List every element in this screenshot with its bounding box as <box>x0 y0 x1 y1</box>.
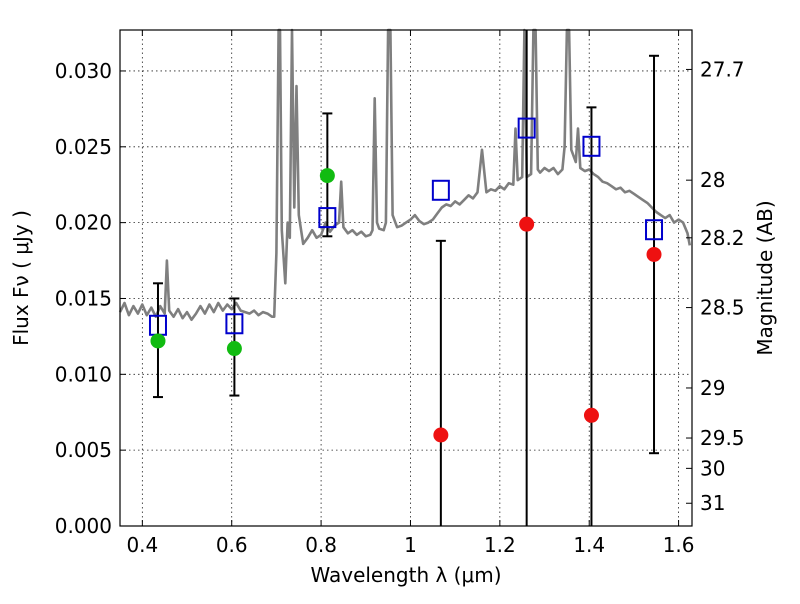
model-band-marker <box>645 219 664 241</box>
x-axis-label: Wavelength λ (μm) <box>310 563 501 587</box>
x-tick-label: 0.4 <box>126 533 158 557</box>
model-band-marker <box>517 117 536 139</box>
data-point <box>319 168 335 184</box>
x-tick-label: 0.8 <box>305 533 337 557</box>
right-tick-label: 28 <box>700 168 725 192</box>
y-tick-label: 0.020 <box>55 211 112 235</box>
y-tick-label: 0.030 <box>55 59 112 83</box>
axis-ticks: 0.4 0.6 0.8 1 1.2 1.4 1.6 0.000 0.005 0.010 0.015 0… <box>55 30 745 557</box>
y-tick-label: 0.005 <box>55 438 112 462</box>
model-band-marker <box>431 179 450 201</box>
right-tick-label: 30 <box>700 456 725 480</box>
model-band-marker <box>582 135 601 157</box>
error-bars <box>152 30 660 526</box>
observed-points <box>150 168 662 443</box>
y-tick-label: 0.000 <box>55 514 112 538</box>
x-tick-label: 0.6 <box>216 533 248 557</box>
y-axis-label: Flux Fν ( μJy ) <box>9 210 33 346</box>
x-tick-label: 1.4 <box>573 533 605 557</box>
data-point <box>150 333 166 349</box>
right-tick-label: 27.7 <box>700 57 745 81</box>
right-tick-label: 31 <box>700 491 725 515</box>
model-band-series <box>148 117 664 336</box>
data-point <box>226 341 242 357</box>
y-tick-label: 0.010 <box>55 362 112 386</box>
spectrum-line <box>118 28 692 321</box>
grid <box>120 30 692 527</box>
model-band-marker <box>318 207 337 229</box>
right-tick-label: 28.2 <box>700 226 745 250</box>
data-point <box>583 407 599 423</box>
data-point <box>433 427 449 443</box>
y-tick-label: 0.015 <box>55 286 112 310</box>
right-tick-label: 28.5 <box>700 296 745 320</box>
x-tick-label: 1.6 <box>663 533 695 557</box>
right-tick-label: 29.5 <box>700 426 745 450</box>
plot-frame <box>119 29 693 527</box>
x-tick-label: 1 <box>404 533 417 557</box>
right-tick-label: 29 <box>700 376 725 400</box>
y-tick-label: 0.025 <box>55 135 112 159</box>
spectrum-series <box>118 28 692 321</box>
model-band-marker <box>225 313 244 335</box>
y-axis-right-label: Magnitude (AB) <box>753 200 777 355</box>
x-tick-label: 1.2 <box>484 533 516 557</box>
data-point <box>646 246 662 262</box>
data-point <box>519 216 535 232</box>
